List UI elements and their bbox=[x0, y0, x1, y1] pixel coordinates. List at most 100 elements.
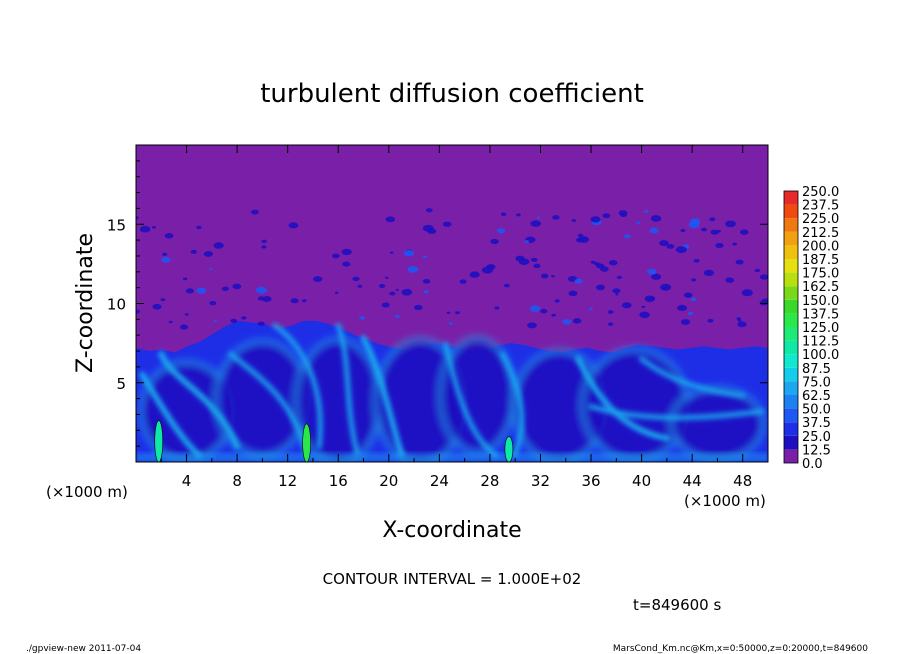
eddy-core bbox=[441, 339, 513, 451]
colorbar-label: 100.0 bbox=[802, 348, 839, 363]
x-unit-left: (×1000 m) bbox=[46, 483, 128, 501]
turbulent-blob bbox=[481, 266, 494, 274]
turbulent-blob bbox=[574, 278, 583, 284]
turbulent-blob bbox=[540, 273, 549, 279]
turbulent-blob bbox=[378, 283, 386, 288]
turbulent-blob bbox=[725, 277, 735, 283]
x-tick-label: 20 bbox=[379, 472, 398, 490]
turbulent-blob bbox=[688, 221, 700, 229]
turbulent-blob bbox=[162, 252, 168, 256]
high-value-patch bbox=[154, 420, 164, 462]
turbulent-blob bbox=[735, 259, 744, 265]
turbulent-blob bbox=[500, 212, 507, 216]
turbulent-blob bbox=[624, 234, 631, 239]
eddy-core bbox=[218, 343, 307, 455]
colorbar-swatch bbox=[784, 313, 798, 327]
turbulent-blob bbox=[190, 249, 197, 254]
turbulent-blob bbox=[425, 208, 433, 213]
turbulent-blob bbox=[527, 322, 537, 329]
turbulent-blob bbox=[602, 213, 611, 219]
x-tick-label: 32 bbox=[531, 472, 550, 490]
turbulent-blob bbox=[675, 246, 687, 254]
turbulent-blob bbox=[644, 295, 655, 303]
turbulent-blob bbox=[571, 219, 577, 222]
colorbar-label: 25.0 bbox=[802, 430, 831, 445]
colorbar-swatch bbox=[784, 395, 798, 409]
turbulent-blob bbox=[690, 297, 697, 302]
x-tick-label: 36 bbox=[581, 472, 600, 490]
colorbar: 0.012.525.037.550.062.575.087.5100.0112.… bbox=[783, 185, 839, 472]
colorbar-swatch bbox=[784, 299, 798, 314]
colorbar-label: 237.5 bbox=[802, 199, 839, 214]
turbulent-blob bbox=[646, 268, 657, 275]
turbulent-blob bbox=[551, 313, 556, 317]
y-axis-label: Z-coordinate bbox=[73, 233, 98, 373]
chart-title: turbulent diffusion coefficient bbox=[260, 79, 644, 109]
contour-interval: CONTOUR INTERVAL = 1.000E+02 bbox=[323, 570, 582, 588]
turbulent-blob bbox=[241, 316, 247, 320]
turbulent-blob bbox=[209, 268, 213, 271]
turbulent-blob bbox=[615, 293, 619, 296]
turbulent-blob bbox=[407, 265, 419, 273]
filament-halo bbox=[333, 321, 362, 457]
colorbar-label: 75.0 bbox=[802, 375, 831, 390]
colorbar-swatch bbox=[784, 191, 798, 205]
turbulent-blob bbox=[496, 228, 506, 234]
turbulent-blob bbox=[151, 226, 156, 229]
colorbar-label: 12.5 bbox=[802, 443, 831, 458]
turbulent-blob bbox=[213, 320, 217, 323]
filament-halo bbox=[226, 349, 312, 459]
turbulent-blob bbox=[203, 251, 213, 257]
turbulent-blob bbox=[261, 245, 267, 249]
turbulent-blob bbox=[530, 220, 541, 227]
turbulent-blob bbox=[590, 260, 596, 264]
filament-halo bbox=[637, 354, 748, 400]
turbulent-blob bbox=[736, 317, 742, 321]
turbulent-blob bbox=[401, 288, 413, 296]
turbulent-blob bbox=[608, 260, 618, 266]
high-value-patch bbox=[504, 436, 514, 462]
turbulent-blob bbox=[759, 300, 768, 306]
x-tick-label: 16 bbox=[329, 472, 348, 490]
filament-halo bbox=[270, 321, 325, 451]
turbulent-blob bbox=[616, 275, 623, 280]
x-tick-label: 12 bbox=[278, 472, 297, 490]
turbulent-blob bbox=[168, 320, 173, 324]
turbulent-blob bbox=[342, 261, 351, 267]
turbulent-blob bbox=[732, 242, 738, 246]
turbulent-blob bbox=[596, 263, 605, 269]
turbulent-blob bbox=[725, 220, 736, 228]
turbulent-blob bbox=[359, 316, 366, 320]
turbulent-blob bbox=[707, 318, 714, 323]
turbulent-blob bbox=[636, 221, 641, 225]
turbulent-blob bbox=[161, 256, 171, 263]
turbulent-blob bbox=[196, 225, 202, 230]
filament-halo bbox=[359, 333, 406, 459]
turbulent-blob bbox=[710, 229, 719, 235]
diffusion-field bbox=[136, 208, 768, 462]
turbulent-blob bbox=[577, 233, 584, 238]
eddy-core bbox=[142, 363, 231, 459]
plot-area bbox=[135, 144, 769, 463]
colorbar-swatch bbox=[784, 259, 798, 273]
turbulent-blob bbox=[422, 279, 431, 284]
turbulent-blob bbox=[703, 269, 714, 277]
turbulent-blob bbox=[621, 302, 632, 309]
x-axis: 4 8 12 16 20 24 28 32 36 40 44 48 bbox=[160, 145, 752, 490]
turbulent-blob bbox=[693, 258, 700, 263]
turbulent-blob bbox=[152, 303, 162, 310]
turbulent-blob bbox=[562, 319, 572, 325]
turbulent-blob bbox=[644, 210, 649, 213]
turbulent-blob bbox=[196, 287, 207, 294]
turbulent-blob bbox=[341, 248, 352, 256]
turbulent-blob bbox=[394, 314, 400, 319]
turbulent-blob bbox=[422, 224, 434, 232]
turbulent-blob bbox=[384, 276, 389, 279]
turbulent-blob bbox=[389, 291, 396, 296]
turbulent-blob bbox=[649, 227, 659, 234]
y-axis: 5 10 15 bbox=[107, 160, 768, 447]
turbulent-blob bbox=[677, 304, 688, 312]
turbulent-blob bbox=[754, 268, 761, 273]
turbulent-blob bbox=[503, 283, 510, 288]
turbulent-blob bbox=[741, 289, 753, 297]
